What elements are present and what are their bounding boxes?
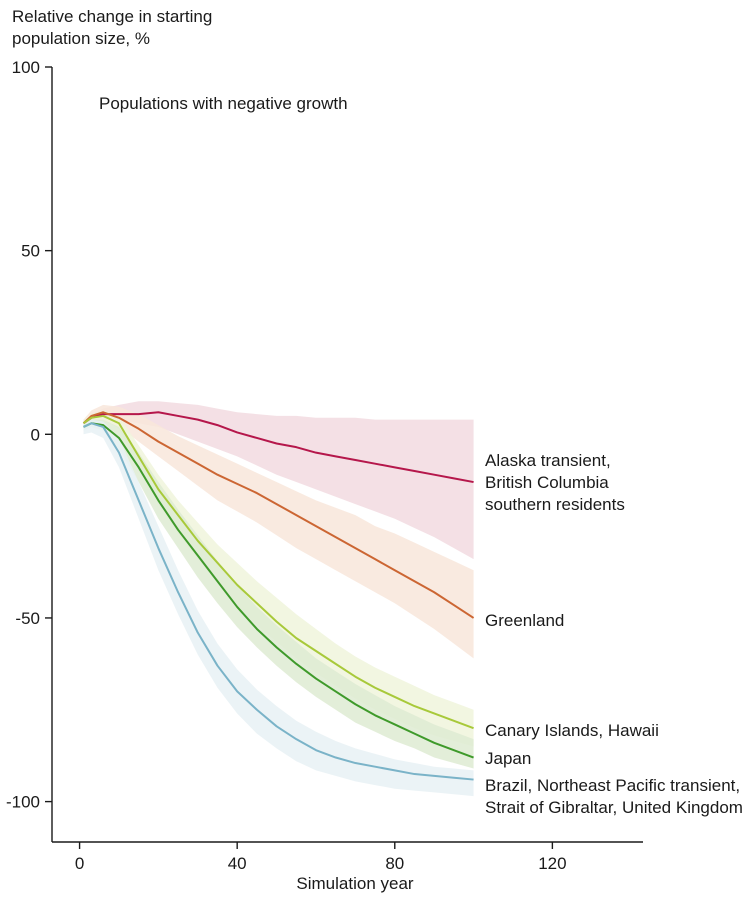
series-label-0: Alaska transient, British Columbia south… <box>485 451 625 514</box>
series-label-2: Canary Islands, Hawaii <box>485 721 659 740</box>
y-axis-title: Relative change in starting population s… <box>12 7 213 48</box>
y-tick-label: 100 <box>12 58 40 77</box>
axes <box>51 67 643 843</box>
x-tick-label: 120 <box>538 854 566 873</box>
series-band-4 <box>83 419 474 797</box>
series-label-1: Greenland <box>485 611 565 630</box>
x-tick-label: 80 <box>385 854 404 873</box>
series-label-4: Brazil, Northeast Pacific transient, Str… <box>485 776 743 817</box>
series-band-1 <box>83 404 474 659</box>
series-label-3: Japan <box>485 749 532 768</box>
series-line-3 <box>83 422 474 759</box>
series-line-1 <box>82 411 475 619</box>
series-band-0 <box>83 401 474 560</box>
y-tick-label: -50 <box>15 609 40 628</box>
y-tick-label: 50 <box>21 242 40 261</box>
series-lines <box>82 411 475 781</box>
y-tick-label: 0 <box>31 425 40 444</box>
x-tick-label: 0 <box>75 854 84 873</box>
series-line-0 <box>82 411 474 484</box>
x-axis-title: Simulation year <box>296 874 414 893</box>
series-line-4 <box>83 422 474 781</box>
axis-ticks: 100 50 0 -50 -100 0 40 80 120 <box>6 58 567 873</box>
y-tick-label: -100 <box>6 793 40 812</box>
chart-subtitle: Populations with negative growth <box>99 94 348 113</box>
x-tick-label: 40 <box>228 854 247 873</box>
series-line-2 <box>82 414 474 730</box>
